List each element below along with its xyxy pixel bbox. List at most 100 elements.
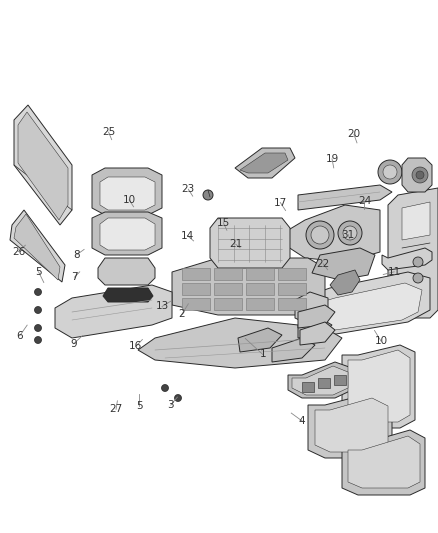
Circle shape bbox=[35, 306, 42, 313]
Polygon shape bbox=[300, 322, 335, 345]
Polygon shape bbox=[18, 112, 68, 220]
Polygon shape bbox=[278, 298, 306, 310]
Text: 21: 21 bbox=[229, 239, 242, 249]
Text: 10: 10 bbox=[123, 195, 136, 205]
Polygon shape bbox=[285, 205, 380, 262]
Polygon shape bbox=[182, 298, 210, 310]
Text: 27: 27 bbox=[110, 405, 123, 414]
Polygon shape bbox=[182, 283, 210, 295]
Polygon shape bbox=[278, 268, 306, 280]
Polygon shape bbox=[402, 158, 432, 192]
Circle shape bbox=[413, 257, 423, 267]
Text: 19: 19 bbox=[325, 154, 339, 164]
Text: 31: 31 bbox=[342, 230, 355, 239]
Text: 3: 3 bbox=[167, 400, 174, 410]
Circle shape bbox=[35, 336, 42, 343]
Text: 24: 24 bbox=[358, 197, 371, 206]
Polygon shape bbox=[214, 268, 242, 280]
Polygon shape bbox=[278, 283, 306, 295]
Circle shape bbox=[162, 384, 169, 392]
Polygon shape bbox=[272, 338, 315, 362]
Text: 20: 20 bbox=[347, 130, 360, 139]
Circle shape bbox=[306, 221, 334, 249]
Polygon shape bbox=[298, 318, 332, 338]
Circle shape bbox=[378, 160, 402, 184]
Circle shape bbox=[416, 171, 424, 179]
Polygon shape bbox=[182, 268, 210, 280]
Polygon shape bbox=[246, 268, 274, 280]
Text: 23: 23 bbox=[182, 184, 195, 194]
Circle shape bbox=[35, 288, 42, 295]
Polygon shape bbox=[288, 362, 352, 398]
Polygon shape bbox=[402, 202, 430, 240]
Polygon shape bbox=[382, 248, 432, 270]
Polygon shape bbox=[172, 258, 325, 315]
Text: 4: 4 bbox=[299, 416, 306, 426]
Circle shape bbox=[383, 165, 397, 179]
Polygon shape bbox=[298, 305, 335, 328]
Circle shape bbox=[174, 394, 181, 401]
Polygon shape bbox=[14, 105, 72, 225]
Text: 1: 1 bbox=[259, 350, 266, 359]
Polygon shape bbox=[214, 298, 242, 310]
Circle shape bbox=[413, 273, 423, 283]
Circle shape bbox=[35, 325, 42, 332]
Text: 2: 2 bbox=[178, 310, 185, 319]
Polygon shape bbox=[100, 218, 155, 250]
Polygon shape bbox=[103, 288, 153, 302]
Text: 25: 25 bbox=[102, 127, 115, 137]
Polygon shape bbox=[235, 148, 295, 178]
Polygon shape bbox=[10, 210, 65, 282]
Polygon shape bbox=[295, 292, 328, 325]
Text: 10: 10 bbox=[374, 336, 388, 346]
Text: 11: 11 bbox=[388, 267, 401, 277]
Polygon shape bbox=[246, 283, 274, 295]
Circle shape bbox=[203, 190, 213, 200]
Text: 15: 15 bbox=[217, 218, 230, 228]
Circle shape bbox=[343, 226, 357, 240]
Polygon shape bbox=[214, 283, 242, 295]
Polygon shape bbox=[330, 270, 360, 295]
Text: 16: 16 bbox=[129, 342, 142, 351]
Text: 17: 17 bbox=[274, 198, 287, 207]
Text: 9: 9 bbox=[70, 339, 77, 349]
Polygon shape bbox=[100, 177, 155, 210]
Polygon shape bbox=[302, 382, 314, 392]
Text: 13: 13 bbox=[155, 302, 169, 311]
Text: 7: 7 bbox=[71, 272, 78, 282]
Polygon shape bbox=[92, 168, 162, 215]
Polygon shape bbox=[308, 392, 392, 458]
Polygon shape bbox=[348, 350, 410, 422]
Text: 22: 22 bbox=[317, 259, 330, 269]
Text: 5: 5 bbox=[35, 267, 42, 277]
Polygon shape bbox=[138, 318, 342, 368]
Polygon shape bbox=[92, 212, 162, 255]
Polygon shape bbox=[315, 398, 388, 452]
Polygon shape bbox=[210, 218, 290, 268]
Polygon shape bbox=[298, 185, 392, 210]
Polygon shape bbox=[246, 298, 274, 310]
Polygon shape bbox=[310, 272, 430, 335]
Polygon shape bbox=[318, 378, 330, 388]
Circle shape bbox=[412, 167, 428, 183]
Circle shape bbox=[311, 226, 329, 244]
Circle shape bbox=[338, 221, 362, 245]
Polygon shape bbox=[55, 285, 172, 338]
Polygon shape bbox=[342, 430, 425, 495]
Text: 5: 5 bbox=[136, 401, 143, 411]
Text: 6: 6 bbox=[16, 331, 23, 341]
Polygon shape bbox=[318, 283, 422, 330]
Text: 26: 26 bbox=[12, 247, 25, 256]
Text: 8: 8 bbox=[73, 250, 80, 260]
Polygon shape bbox=[238, 328, 282, 352]
Polygon shape bbox=[388, 188, 438, 318]
Text: 14: 14 bbox=[181, 231, 194, 240]
Polygon shape bbox=[98, 258, 155, 285]
Polygon shape bbox=[312, 248, 375, 280]
Polygon shape bbox=[348, 436, 420, 488]
Polygon shape bbox=[334, 375, 346, 385]
Polygon shape bbox=[342, 345, 415, 428]
Polygon shape bbox=[292, 366, 348, 395]
Polygon shape bbox=[14, 214, 60, 280]
Polygon shape bbox=[240, 153, 288, 173]
